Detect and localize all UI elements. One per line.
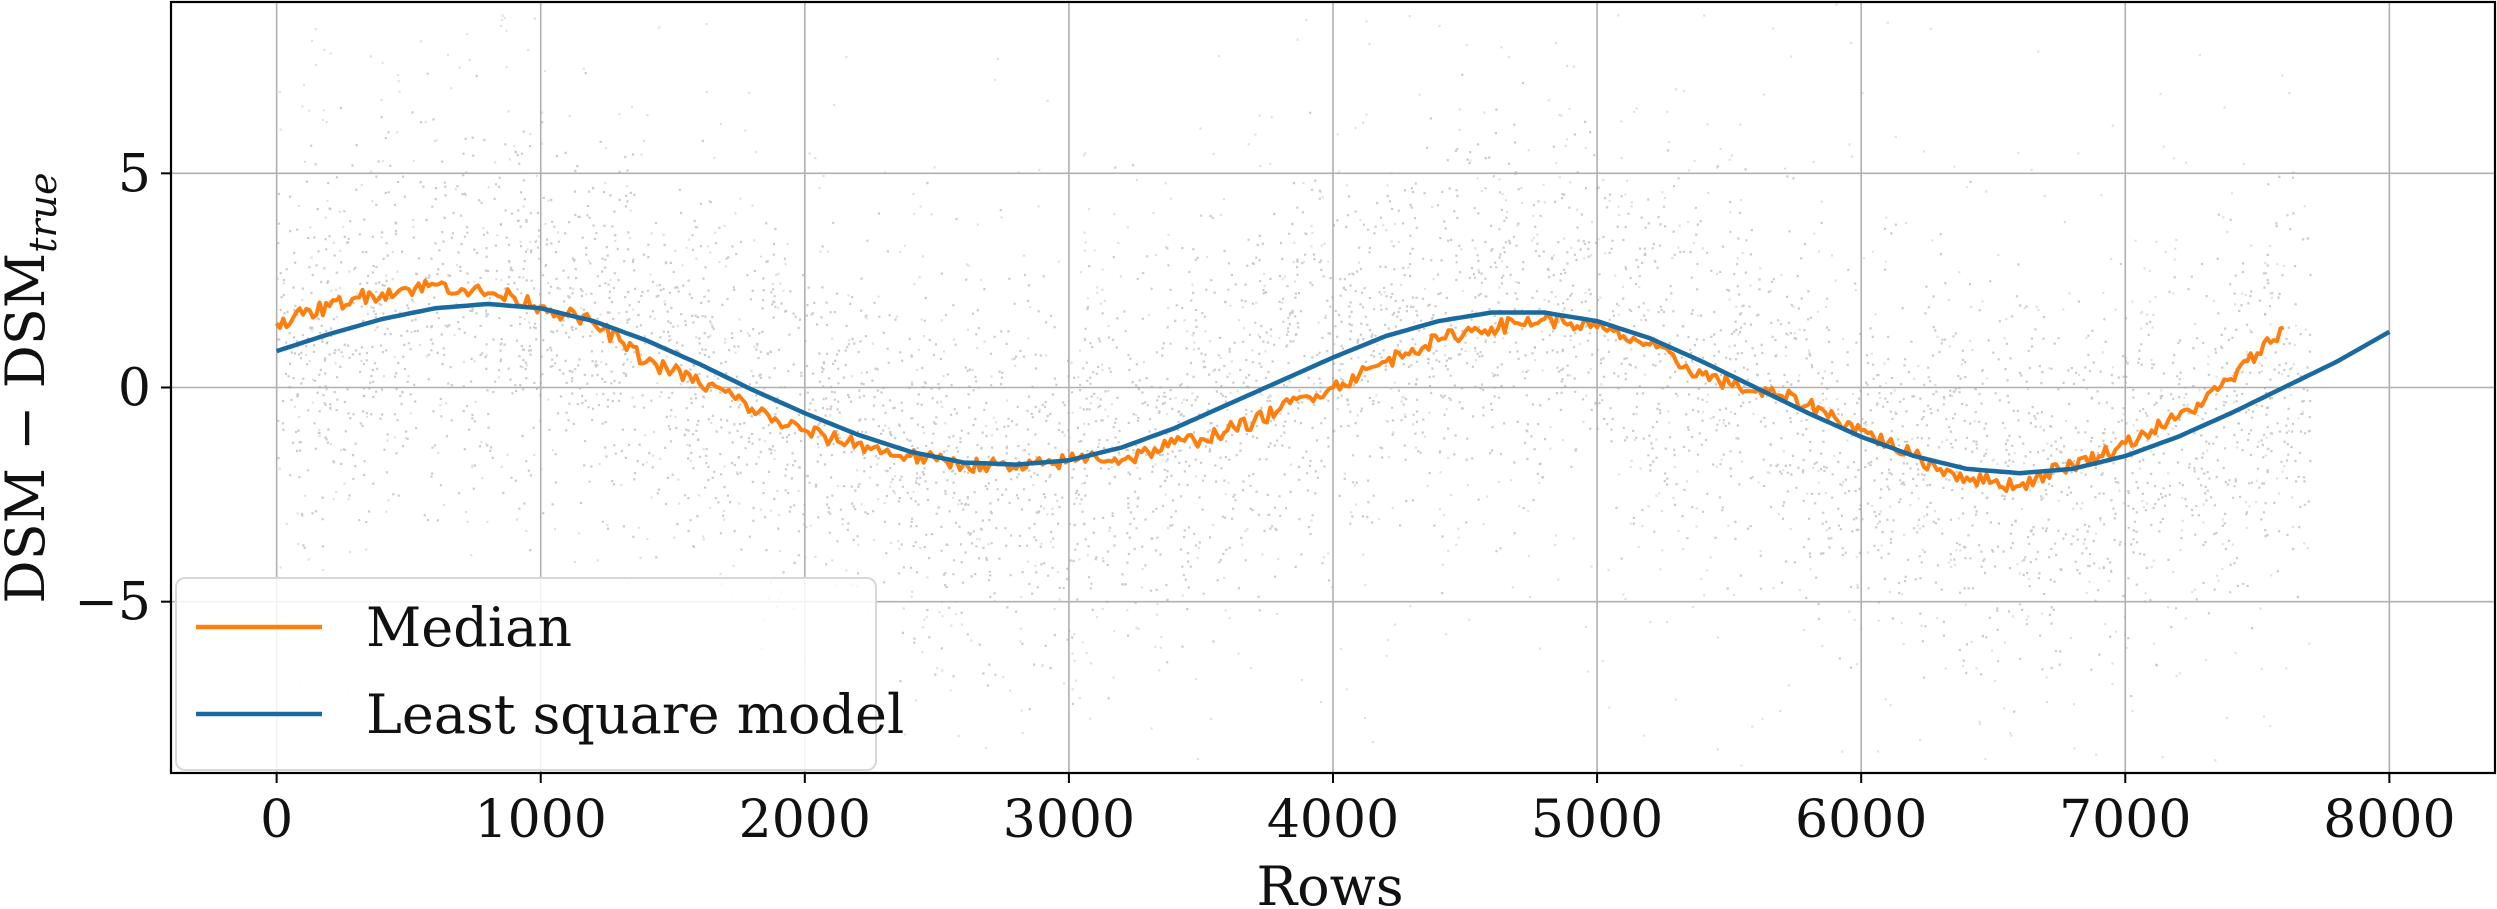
x-tick-label: 4000 [1267,790,1399,850]
y-tick-label: 0 [118,359,151,419]
legend-label-median: Median [366,596,572,659]
series-line-median [274,278,2285,493]
y-axis-label: DSM − DSMtrue [0,172,65,603]
x-tick-label: 0 [260,790,293,850]
x-tick-label: 1000 [475,790,607,850]
y-axis: −5 0 5 [74,144,171,633]
y-tick-label: 5 [118,144,151,204]
x-tick-label: 5000 [1531,790,1663,850]
series-lines [274,278,2391,493]
y-axis-label-main: DSM − DSM [0,253,57,604]
legend-box [175,577,877,771]
x-tick-label: 2000 [739,790,871,850]
x-tick-label: 7000 [2059,790,2191,850]
x-tick-label: 3000 [1003,790,1135,850]
x-axis-label: Rows [1256,855,1403,909]
legend-label-least-square-model: Least square model [366,683,904,746]
x-axis: 0 1000 2000 3000 4000 5000 6000 7000 8000 [260,773,2456,850]
y-tick-label: −5 [74,573,151,633]
legend: Median Least square model [175,577,904,771]
y-axis-label-subscript: true [21,172,65,252]
x-tick-label: 6000 [1795,790,1927,850]
series-line-least-square-model [275,301,2391,476]
x-tick-label: 8000 [2323,790,2455,850]
